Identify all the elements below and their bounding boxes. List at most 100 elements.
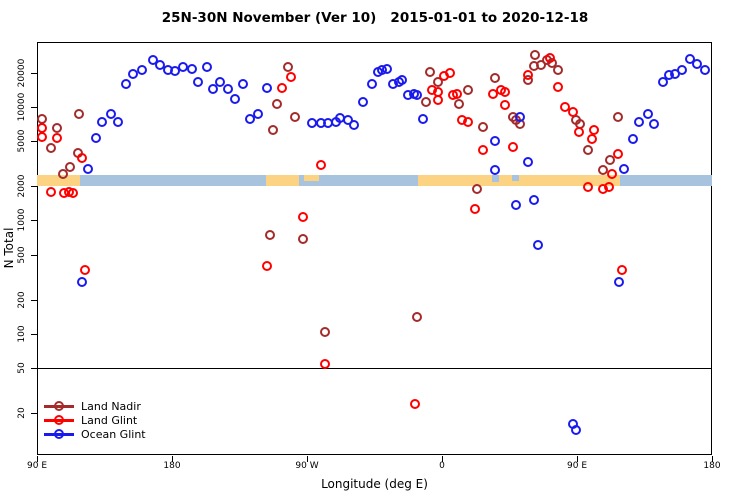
point-land-nadir <box>36 113 47 124</box>
point-ocean-glint <box>642 108 653 119</box>
point-land-glint <box>297 212 308 223</box>
map-band-land <box>37 175 81 187</box>
point-ocean-glint <box>261 83 272 94</box>
point-land-nadir <box>267 124 278 135</box>
point-land-nadir <box>51 122 62 133</box>
point-ocean-glint <box>192 76 203 87</box>
y-tick-label: 50 <box>17 362 27 374</box>
point-land-glint <box>444 67 455 78</box>
legend-item-land-glint: Land Glint <box>44 413 146 427</box>
point-land-nadir <box>420 96 431 107</box>
x-tick <box>577 456 578 462</box>
legend-circle-icon <box>54 401 64 411</box>
y-tick <box>31 220 37 222</box>
point-land-nadir <box>264 230 275 241</box>
y-tick-label: 1000 <box>17 208 27 232</box>
point-land-glint <box>552 82 563 93</box>
point-land-glint <box>545 53 555 64</box>
y-tick <box>31 412 37 414</box>
point-land-nadir <box>597 164 608 175</box>
point-ocean-glint <box>90 133 101 144</box>
x-tick-label: 180 <box>703 461 721 471</box>
y-tick <box>31 367 37 369</box>
y-tick <box>31 186 37 188</box>
point-ocean-glint <box>570 425 581 436</box>
point-ocean-glint <box>96 117 107 128</box>
x-tick-label: 90 W <box>295 461 319 471</box>
point-ocean-glint <box>215 76 225 87</box>
point-ocean-glint <box>230 93 240 104</box>
point-land-glint <box>36 122 47 133</box>
point-ocean-glint <box>489 136 500 146</box>
legend-circle-icon <box>54 415 64 425</box>
point-ocean-glint <box>515 111 525 122</box>
map-band-land <box>266 175 300 187</box>
point-land-nadir <box>282 61 293 72</box>
point-land-nadir <box>65 162 75 172</box>
legend-label: Ocean Glint <box>81 427 146 441</box>
point-ocean-glint <box>381 63 392 74</box>
point-ocean-glint <box>120 78 131 89</box>
point-land-nadir <box>57 168 68 179</box>
point-ocean-glint <box>366 78 377 89</box>
legend-item-land-nadir: Land Nadir <box>44 399 146 413</box>
y-tick-label: 20000 <box>17 58 27 88</box>
point-land-nadir <box>582 145 593 156</box>
point-land-glint <box>567 106 578 117</box>
x-tick-label: 0 <box>439 461 445 471</box>
y-tick <box>31 72 37 74</box>
point-land-nadir <box>477 122 488 133</box>
point-ocean-glint <box>692 59 702 70</box>
y-tick <box>31 333 37 335</box>
point-land-glint <box>470 204 480 215</box>
point-land-glint <box>51 133 62 144</box>
point-land-glint <box>500 99 510 110</box>
x-tick-label: 90 E <box>567 461 587 471</box>
map-band-ocean-notch <box>511 175 520 181</box>
point-land-nadir <box>605 155 615 166</box>
point-land-glint <box>612 148 623 159</box>
map-band-land <box>304 175 319 182</box>
y-axis-title: N Total <box>2 227 16 269</box>
y-tick <box>31 254 37 256</box>
legend-item-ocean-glint: Ocean Glint <box>44 427 146 441</box>
point-land-glint <box>452 89 462 99</box>
y-tick-label: 5000 <box>17 129 27 153</box>
point-land-glint <box>617 264 627 275</box>
point-ocean-glint <box>201 61 212 72</box>
point-land-nadir <box>425 67 435 78</box>
y-tick-label: 20 <box>17 407 27 419</box>
point-land-glint <box>315 160 326 171</box>
point-land-nadir <box>411 312 422 323</box>
map-band-ocean-notch <box>491 175 499 182</box>
chart-title: 25N-30N November (Ver 10) 2015-01-01 to … <box>161 10 589 26</box>
point-land-glint <box>507 141 518 152</box>
point-ocean-glint <box>648 118 659 129</box>
point-land-glint <box>261 261 272 272</box>
legend-symbol <box>44 400 74 412</box>
point-ocean-glint <box>348 120 359 130</box>
point-ocean-glint <box>633 117 644 128</box>
legend-label: Land Glint <box>81 413 138 427</box>
point-land-glint <box>573 126 584 137</box>
x-axis-title: Longitude (deg E) <box>321 477 428 491</box>
point-ocean-glint <box>177 61 188 72</box>
legend-circle-icon <box>54 429 64 439</box>
point-land-nadir <box>612 111 623 122</box>
y-tick-label: 500 <box>17 245 27 264</box>
point-land-glint <box>410 398 420 409</box>
point-land-nadir <box>320 326 330 337</box>
legend: Land Nadir Land Glint Ocean Glint <box>44 399 146 441</box>
point-ocean-glint <box>357 96 368 107</box>
point-ocean-glint <box>614 276 624 287</box>
point-land-glint <box>522 70 533 80</box>
point-land-nadir <box>45 143 56 154</box>
point-land-nadir <box>530 50 540 61</box>
x-tick <box>712 456 713 462</box>
y-tick-label: 100 <box>17 325 27 343</box>
point-ocean-glint <box>207 83 218 94</box>
point-ocean-glint <box>186 63 197 74</box>
point-land-glint <box>587 134 597 145</box>
point-land-glint <box>36 131 47 142</box>
